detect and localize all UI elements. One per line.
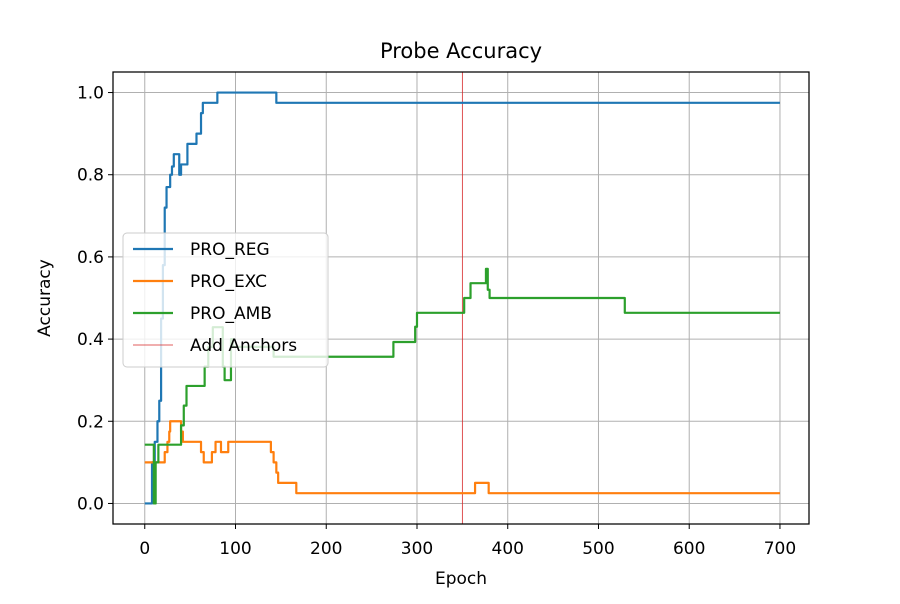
x-tick-label: 700 bbox=[764, 539, 796, 559]
series-line-pro-exc bbox=[144, 420, 780, 495]
plot-frame bbox=[112, 71, 810, 525]
legend-label: Add Anchors bbox=[190, 336, 297, 356]
series-line-pro-reg bbox=[144, 91, 780, 505]
legend: PRO_REG PRO_EXC PRO_AMB Add Anchors bbox=[122, 232, 329, 368]
x-axis-label: Epoch bbox=[435, 569, 487, 589]
y-tick-label: 0.2 bbox=[77, 412, 104, 432]
legend-label: PRO_EXC bbox=[190, 272, 267, 292]
legend-label: PRO_AMB bbox=[190, 304, 272, 324]
y-axis-label: Accuracy bbox=[35, 259, 55, 337]
y-tick-label: 0.0 bbox=[77, 494, 104, 514]
x-tick-label: 300 bbox=[401, 539, 433, 559]
x-axis-ticks: 0 100 200 300 400 500 600 700 bbox=[139, 524, 796, 559]
legend-box bbox=[122, 232, 329, 368]
y-tick-label: 1.0 bbox=[77, 84, 104, 104]
x-tick-label: 600 bbox=[673, 539, 705, 559]
y-tick-label: 0.8 bbox=[77, 166, 104, 186]
x-tick-label: 400 bbox=[492, 539, 524, 559]
y-tick-label: 0.4 bbox=[77, 330, 104, 350]
y-axis-ticks: 0.0 0.2 0.4 0.6 0.8 1.0 bbox=[77, 84, 113, 514]
legend-label: PRO_REG bbox=[190, 240, 270, 260]
y-tick-label: 0.6 bbox=[77, 248, 104, 268]
x-tick-label: 100 bbox=[219, 539, 251, 559]
x-tick-label: 200 bbox=[310, 539, 342, 559]
chart-title: Probe Accuracy bbox=[380, 39, 542, 63]
x-tick-label: 500 bbox=[582, 539, 614, 559]
x-tick-label: 0 bbox=[139, 539, 150, 559]
